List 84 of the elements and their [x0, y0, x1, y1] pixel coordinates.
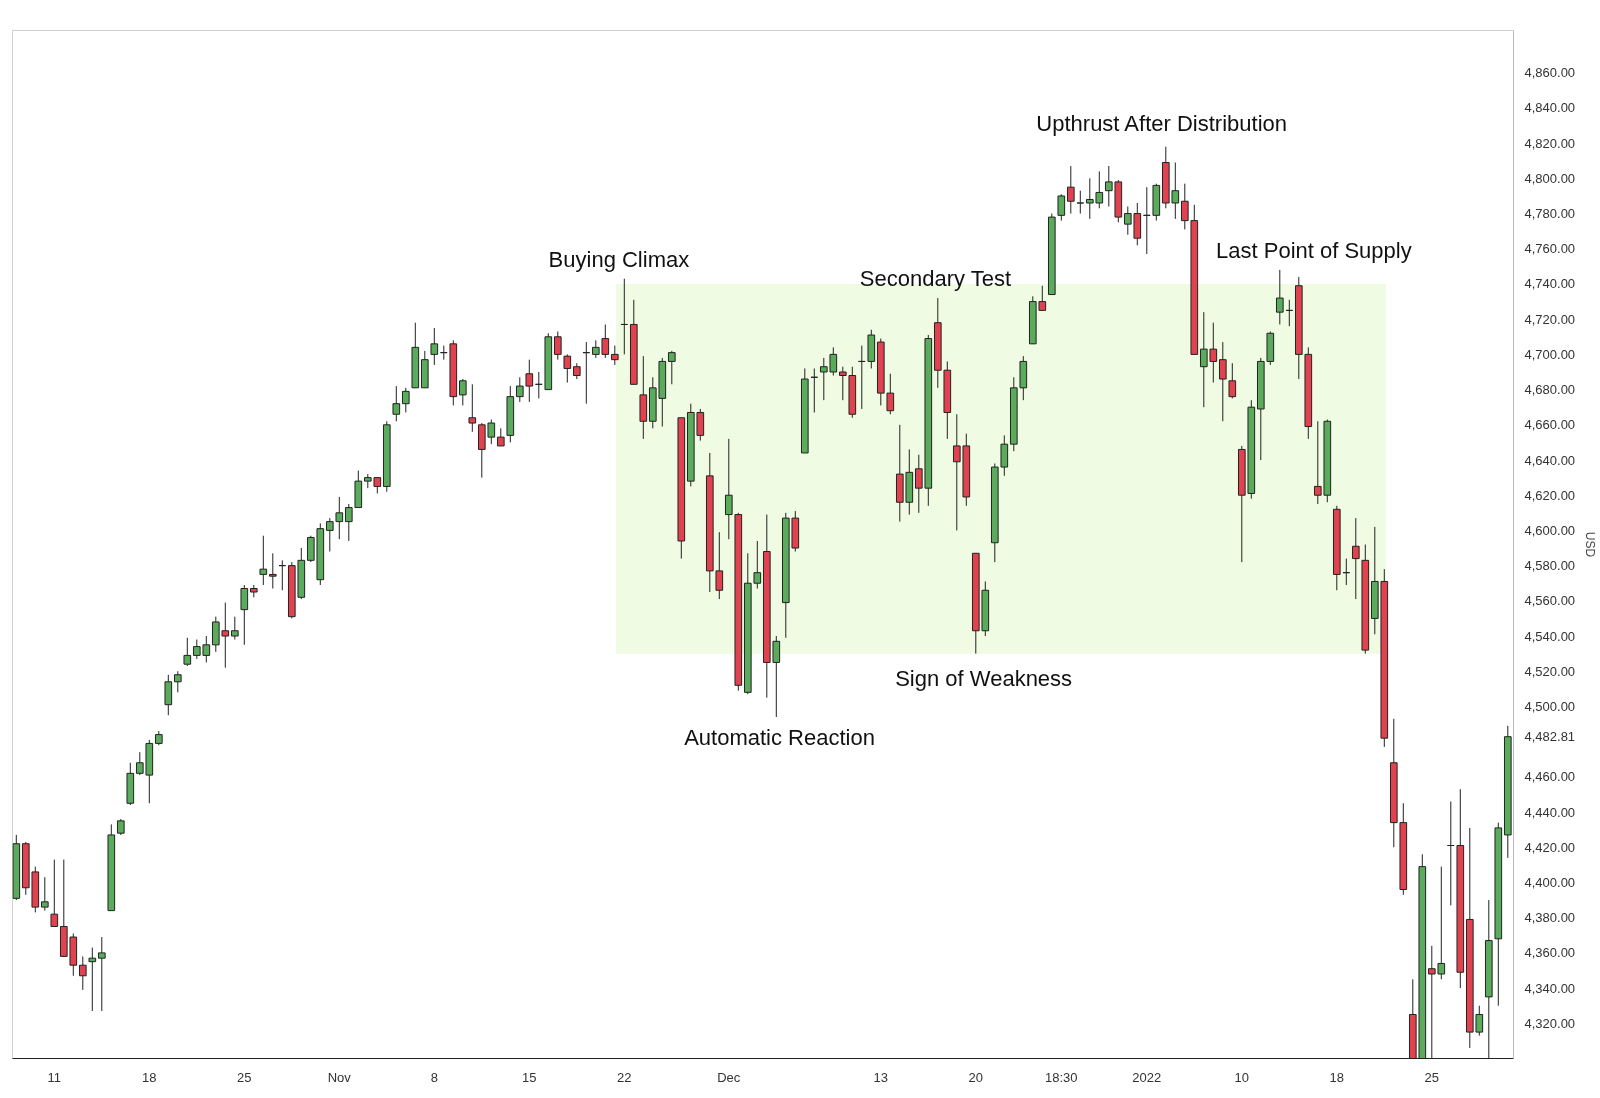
candlestick: [753, 540, 762, 590]
y-tick-label: 4,560.00: [1524, 593, 1576, 609]
y-tick-label: 4,740.00: [1524, 276, 1576, 292]
candlestick: [240, 584, 249, 646]
y-tick-label: 4,800.00: [1524, 170, 1576, 186]
y-tick-label: 4,540.00: [1524, 628, 1576, 644]
y-tick-label: 4,360.00: [1524, 945, 1576, 961]
candlestick: [230, 616, 239, 641]
candlestick: [1351, 517, 1360, 600]
y-tick-label: 4,482.81: [1524, 729, 1576, 745]
y-tick-label: 4,860.00: [1524, 65, 1576, 81]
candlestick: [1057, 193, 1066, 222]
y-tick-label: 4,720.00: [1524, 311, 1576, 327]
y-tick-label: 4,580.00: [1524, 558, 1576, 574]
x-tick-label: 15: [522, 1069, 537, 1085]
candlestick: [164, 674, 173, 716]
candlestick: [183, 637, 192, 667]
x-tick-label: 20: [968, 1069, 984, 1085]
candlestick: [430, 327, 439, 366]
candlestick: [553, 331, 562, 361]
annotation: Automatic Reaction: [684, 725, 875, 751]
candlestick: [40, 876, 49, 912]
y-axis-title: USD: [1583, 531, 1598, 558]
candlestick: [392, 385, 401, 422]
x-tick-label: Dec: [717, 1069, 741, 1085]
candlestick: [563, 353, 572, 384]
y-tick-label: 4,760.00: [1524, 241, 1576, 257]
candlestick: [78, 955, 87, 991]
candlestick: [1076, 190, 1085, 215]
candlestick: [468, 383, 477, 433]
annotation: Secondary Test: [859, 265, 1012, 291]
candlestick: [515, 376, 524, 403]
annotation: Upthrust After Distribution: [1036, 110, 1287, 136]
y-tick-label: 4,500.00: [1524, 698, 1576, 714]
x-tick-label: Nov: [327, 1069, 352, 1085]
y-tick-label: 4,660.00: [1524, 417, 1576, 433]
y-tick-label: 4,840.00: [1524, 100, 1576, 116]
annotation: Sign of Weakness: [895, 665, 1073, 691]
candlestick: [525, 359, 534, 403]
candlestick: [401, 387, 410, 413]
y-tick-label: 4,340.00: [1524, 980, 1576, 996]
candlestick: [886, 373, 895, 415]
candlestick: [88, 947, 97, 1012]
annotation: Buying Climax: [548, 247, 690, 273]
y-tick-label: 4,780.00: [1524, 206, 1576, 222]
candlestick: [173, 670, 182, 693]
x-tick-label: 2022: [1132, 1069, 1162, 1085]
y-tick-label: 4,400.00: [1524, 874, 1576, 890]
y-tick-label: 4,420.00: [1524, 839, 1576, 855]
candlestick: [1066, 165, 1075, 215]
x-tick-label: 25: [1424, 1069, 1440, 1085]
x-tick-label: 10: [1234, 1069, 1250, 1085]
annotation: Last Point of Supply: [1216, 237, 1412, 263]
candlestick: [610, 345, 619, 366]
x-tick-label: 18: [142, 1069, 157, 1085]
candlestick: [268, 552, 277, 590]
candlestick: [50, 859, 59, 927]
candlestick: [97, 936, 106, 1012]
candlestick: [667, 350, 676, 385]
y-tick-label: 4,600.00: [1524, 522, 1576, 538]
y-tick-label: 4,320.00: [1524, 1015, 1576, 1031]
candlestick: [1275, 269, 1284, 325]
x-tick-label: 11: [47, 1069, 62, 1085]
y-tick-label: 4,520.00: [1524, 663, 1576, 679]
candlestick: [458, 378, 467, 406]
x-tick-label: 8: [430, 1069, 438, 1085]
x-tick-label: 18: [1329, 1069, 1345, 1085]
y-tick-label: 4,700.00: [1524, 346, 1576, 362]
x-tick-label: 13: [873, 1069, 889, 1085]
y-tick-label: 4,440.00: [1524, 804, 1576, 820]
candlestick: [1228, 362, 1237, 399]
candlestick: [259, 535, 268, 586]
y-tick-label: 4,820.00: [1524, 135, 1576, 151]
y-tick-label: 4,620.00: [1524, 487, 1576, 503]
candlestick: [1000, 434, 1009, 477]
x-tick-label: 25: [237, 1069, 252, 1085]
x-tick-label: 22: [617, 1069, 632, 1085]
y-tick-label: 4,680.00: [1524, 382, 1576, 398]
candlestick: [715, 531, 724, 600]
candlestick: [1218, 341, 1227, 422]
x-tick-label: 18:30: [1045, 1069, 1078, 1085]
y-tick-label: 4,640.00: [1524, 452, 1576, 468]
y-tick-label: 4,460.00: [1524, 769, 1576, 785]
y-tick-label: 4,380.00: [1524, 910, 1576, 926]
